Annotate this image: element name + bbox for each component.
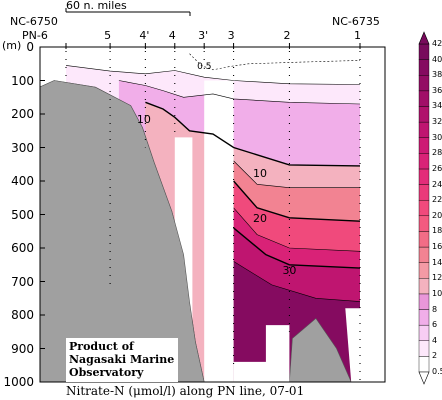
colorbar-swatch-19 [418,59,430,76]
y-tick-label-900: 900 [11,341,34,356]
colorbar-tick-21: 42 [432,39,442,48]
colorbar-tick-19: 38 [432,70,442,80]
colorbar-tick-3: 6 [432,320,438,330]
colorbar-swatch-10 [418,199,430,217]
contour-0.5 [189,53,361,71]
contour-label-2: 10 [253,167,268,181]
station-label-2: 4' [139,29,150,42]
scale-bar-label: 60 n. miles [66,0,127,12]
colorbar-tick-11: 22 [432,195,442,205]
contour-6 [118,80,361,105]
colorbar-swatch-3 [418,309,430,326]
y-tick-label-300: 300 [11,140,34,155]
colorbar-swatch-8 [418,231,430,248]
station-label-7: 1 [354,29,361,42]
contour-label-0: 0.5 [197,62,212,73]
colorbar-swatch-20 [418,43,430,60]
colorbar-swatch-9 [418,215,430,232]
colorbar-tick-4: 8 [432,304,438,314]
credit-box: Product of Nagasaki Marine Observatory [66,338,178,382]
colorbar-tick-8: 16 [432,242,442,252]
contour-20 [233,180,361,222]
colorbar-swatch-14 [418,137,430,154]
colorbar-swatch-15 [418,121,430,138]
colorbar-tick-0: 0.5 [432,367,442,376]
colorbar-min-arrow [418,371,430,385]
gap-no-data-4 [345,308,385,382]
colorbar-swatch-5 [418,278,430,295]
colorbar-tick-2: 4 [432,335,438,345]
y-tick-label-800: 800 [11,308,34,322]
axes [39,8,386,383]
concentration-fill-layer [40,47,385,382]
contour-30 [233,227,361,269]
colorbar-swatch-0 [418,356,430,373]
colorbar-tick-18: 36 [432,85,442,95]
contour-26 [233,207,361,252]
colorbar-swatch-7 [418,246,430,263]
station-label-3: 4 [168,29,176,42]
colorbar-tick-14: 28 [432,148,442,158]
gap-no-data [204,80,234,382]
credit-line-1: Product of [69,340,134,353]
seafloor-left-overlay [40,80,205,382]
colorbar-swatch-17 [418,90,430,107]
y-tick-label-0: 0 [26,40,34,54]
y-tick-label-600: 600 [11,241,34,255]
contour-label-3: 20 [253,212,268,226]
colorbar-swatch-18 [418,75,430,92]
y-tick-label-500: 500 [11,207,34,222]
colorbar-tick-20: 40 [432,54,442,64]
seafloor-right [289,317,352,382]
y-tick-label-700: 700 [11,274,34,289]
station-label-6: 2 [283,29,291,42]
contour-14 [233,160,360,188]
contour-2 [65,65,361,85]
colorbar-tick-15: 30 [432,132,442,142]
station-label-0: PN-6 [22,29,48,42]
colorbar-tick-10: 20 [432,210,442,220]
contour-line-layer [65,53,361,302]
station-id-left: NC-6750 [10,15,58,28]
colorbar-swatch-1 [418,340,430,357]
chart-title: Nitrate-N (μmol/l) along PN line, 07-01 [66,384,305,398]
colorbar-tick-6: 12 [432,273,442,283]
colorbar-swatch-13 [418,153,430,170]
colorbar [418,31,430,385]
colorbar-tick-9: 18 [432,226,442,236]
y-axis-label: (m) [2,39,22,52]
colorbar-tick-7: 14 [432,257,442,267]
colorbar-tick-13: 26 [432,163,442,173]
station-label-5: 3 [227,29,235,42]
colorbar-tick-17: 34 [432,101,442,111]
y-tick-label-200: 200 [11,107,34,121]
contour-label-1: 10 [136,113,151,127]
contour-label-4: 30 [282,264,297,278]
credit-line-3: Observatory [69,366,144,379]
colorbar-max-arrow [418,31,430,45]
contour-10 [145,101,361,167]
station-id-right: NC-6735 [332,15,380,28]
gap-no-data-3 [233,325,290,382]
station-label-1: 5 [104,29,112,42]
station-label-4: 3' [198,29,209,42]
y-tick-label-100: 100 [11,73,34,88]
colorbar-swatch-4 [418,293,430,310]
colorbar-tick-12: 24 [432,179,442,189]
colorbar-tick-5: 10 [432,288,442,298]
colorbar-swatch-12 [418,168,430,185]
credit-line-2: Nagasaki Marine [69,353,175,366]
y-tick-label-1000: 1000 [3,375,34,389]
colorbar-swatch-2 [418,324,430,341]
colorbar-swatch-11 [418,184,430,201]
colorbar-tick-16: 32 [432,117,442,127]
colorbar-swatch-16 [418,106,430,123]
y-tick-label-400: 400 [11,174,34,188]
colorbar-tick-1: 2 [432,351,438,361]
contour-34 [233,261,361,302]
colorbar-swatch-6 [418,262,430,279]
station-cast-layer [65,51,361,382]
